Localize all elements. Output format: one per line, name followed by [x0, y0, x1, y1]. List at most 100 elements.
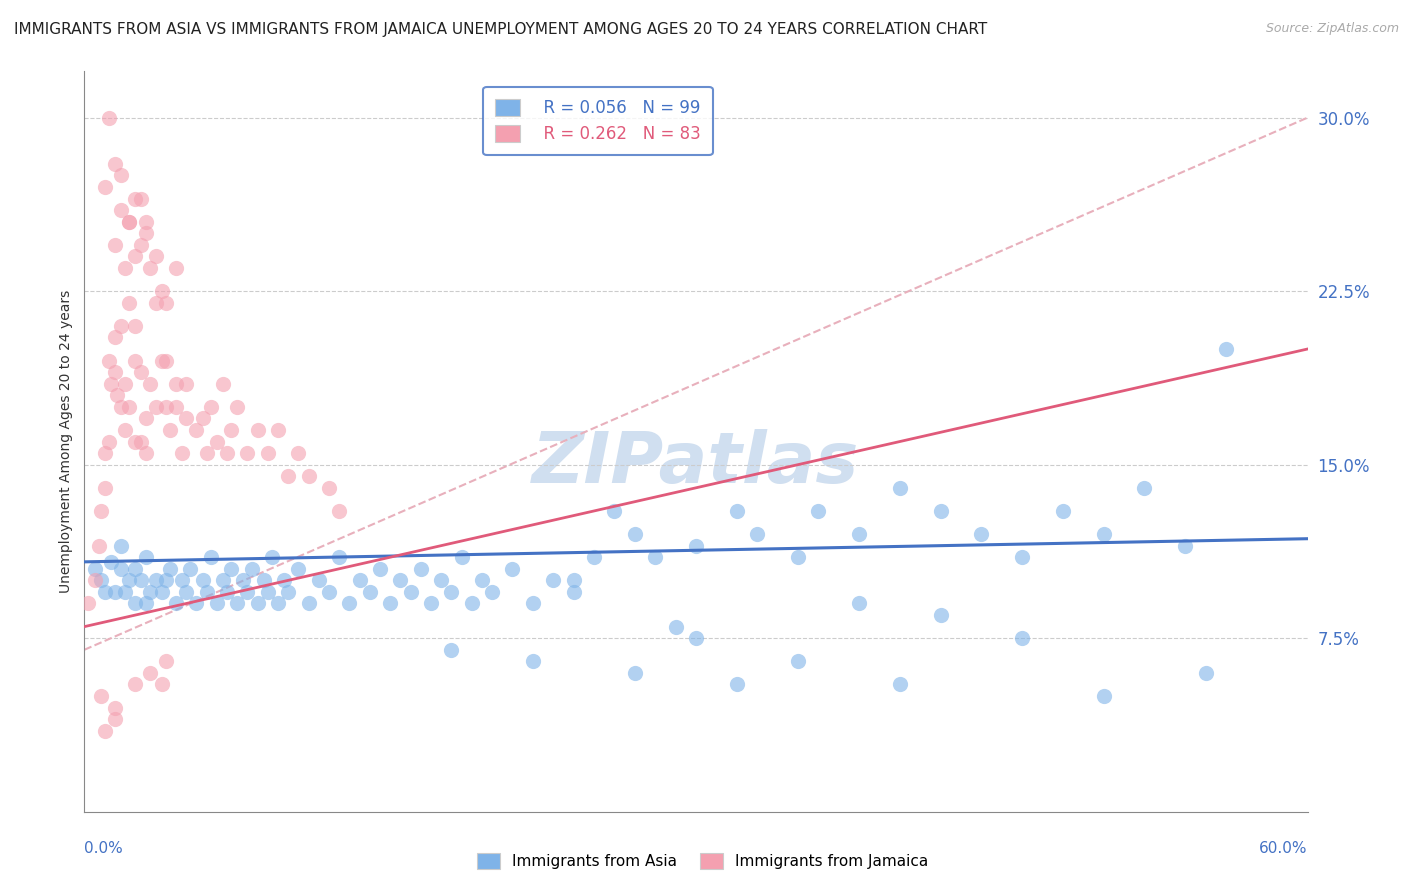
Text: IMMIGRANTS FROM ASIA VS IMMIGRANTS FROM JAMAICA UNEMPLOYMENT AMONG AGES 20 TO 24: IMMIGRANTS FROM ASIA VS IMMIGRANTS FROM … [14, 22, 987, 37]
Point [200, 550, 222, 565]
Point [155, 295, 177, 310]
Point [226, 400, 249, 414]
Point [583, 550, 606, 565]
Point [298, 469, 321, 483]
Point [118, 215, 141, 229]
Point [114, 585, 136, 599]
Point [257, 585, 280, 599]
Point [110, 318, 132, 333]
Point [93, 585, 115, 599]
Point [124, 318, 146, 333]
Point [131, 365, 153, 379]
Point [603, 504, 626, 518]
Point [725, 504, 748, 518]
Point [277, 585, 299, 599]
Text: 60.0%: 60.0% [1260, 841, 1308, 856]
Point [929, 608, 952, 623]
Point [409, 562, 432, 576]
Point [124, 434, 146, 449]
Point [150, 353, 173, 368]
Legend: Immigrants from Asia, Immigrants from Jamaica: Immigrants from Asia, Immigrants from Ja… [471, 847, 935, 875]
Point [848, 597, 870, 611]
Point [104, 365, 127, 379]
Point [318, 585, 340, 599]
Point [217, 446, 239, 460]
Point [889, 481, 911, 495]
Point [90, 689, 112, 703]
Point [195, 585, 218, 599]
Point [200, 400, 222, 414]
Point [1052, 504, 1074, 518]
Point [240, 562, 263, 576]
Point [118, 295, 141, 310]
Point [747, 527, 769, 541]
Point [889, 677, 911, 691]
Point [273, 574, 295, 588]
Point [124, 562, 146, 576]
Point [97, 111, 120, 125]
Point [138, 585, 160, 599]
Point [172, 574, 194, 588]
Point [970, 527, 993, 541]
Point [502, 562, 524, 576]
Point [1092, 689, 1115, 703]
Point [219, 423, 242, 437]
Point [150, 284, 173, 298]
Point [1215, 342, 1237, 356]
Text: ZIPatlas: ZIPatlas [533, 429, 859, 499]
Point [430, 574, 453, 588]
Point [124, 597, 146, 611]
Point [145, 400, 167, 414]
Point [159, 562, 181, 576]
Point [1011, 550, 1033, 565]
Point [165, 400, 187, 414]
Point [145, 574, 167, 588]
Point [318, 481, 340, 495]
Point [685, 539, 707, 553]
Point [135, 215, 157, 229]
Point [172, 446, 194, 460]
Point [174, 411, 197, 425]
Point [104, 238, 127, 252]
Text: Source: ZipAtlas.com: Source: ZipAtlas.com [1265, 22, 1399, 36]
Point [104, 330, 127, 344]
Point [191, 411, 214, 425]
Point [389, 574, 412, 588]
Point [155, 400, 177, 414]
Point [1133, 481, 1156, 495]
Point [226, 597, 249, 611]
Point [131, 574, 153, 588]
Point [135, 227, 157, 241]
Point [87, 539, 110, 553]
Point [186, 423, 208, 437]
Point [481, 585, 503, 599]
Point [848, 527, 870, 541]
Point [104, 585, 127, 599]
Point [174, 376, 197, 391]
Point [150, 585, 173, 599]
Point [298, 597, 321, 611]
Point [165, 376, 187, 391]
Point [267, 423, 290, 437]
Point [138, 376, 160, 391]
Point [138, 665, 160, 680]
Point [665, 619, 688, 633]
Point [104, 700, 127, 714]
Point [165, 597, 187, 611]
Point [83, 574, 105, 588]
Point [399, 585, 422, 599]
Point [93, 723, 115, 738]
Point [179, 562, 201, 576]
Point [97, 434, 120, 449]
Point [1195, 665, 1218, 680]
Point [186, 597, 208, 611]
Point [205, 434, 228, 449]
Point [131, 238, 153, 252]
Point [114, 423, 136, 437]
Point [90, 504, 112, 518]
Point [118, 400, 141, 414]
Point [118, 574, 141, 588]
Point [420, 597, 443, 611]
Point [219, 562, 242, 576]
Point [135, 411, 157, 425]
